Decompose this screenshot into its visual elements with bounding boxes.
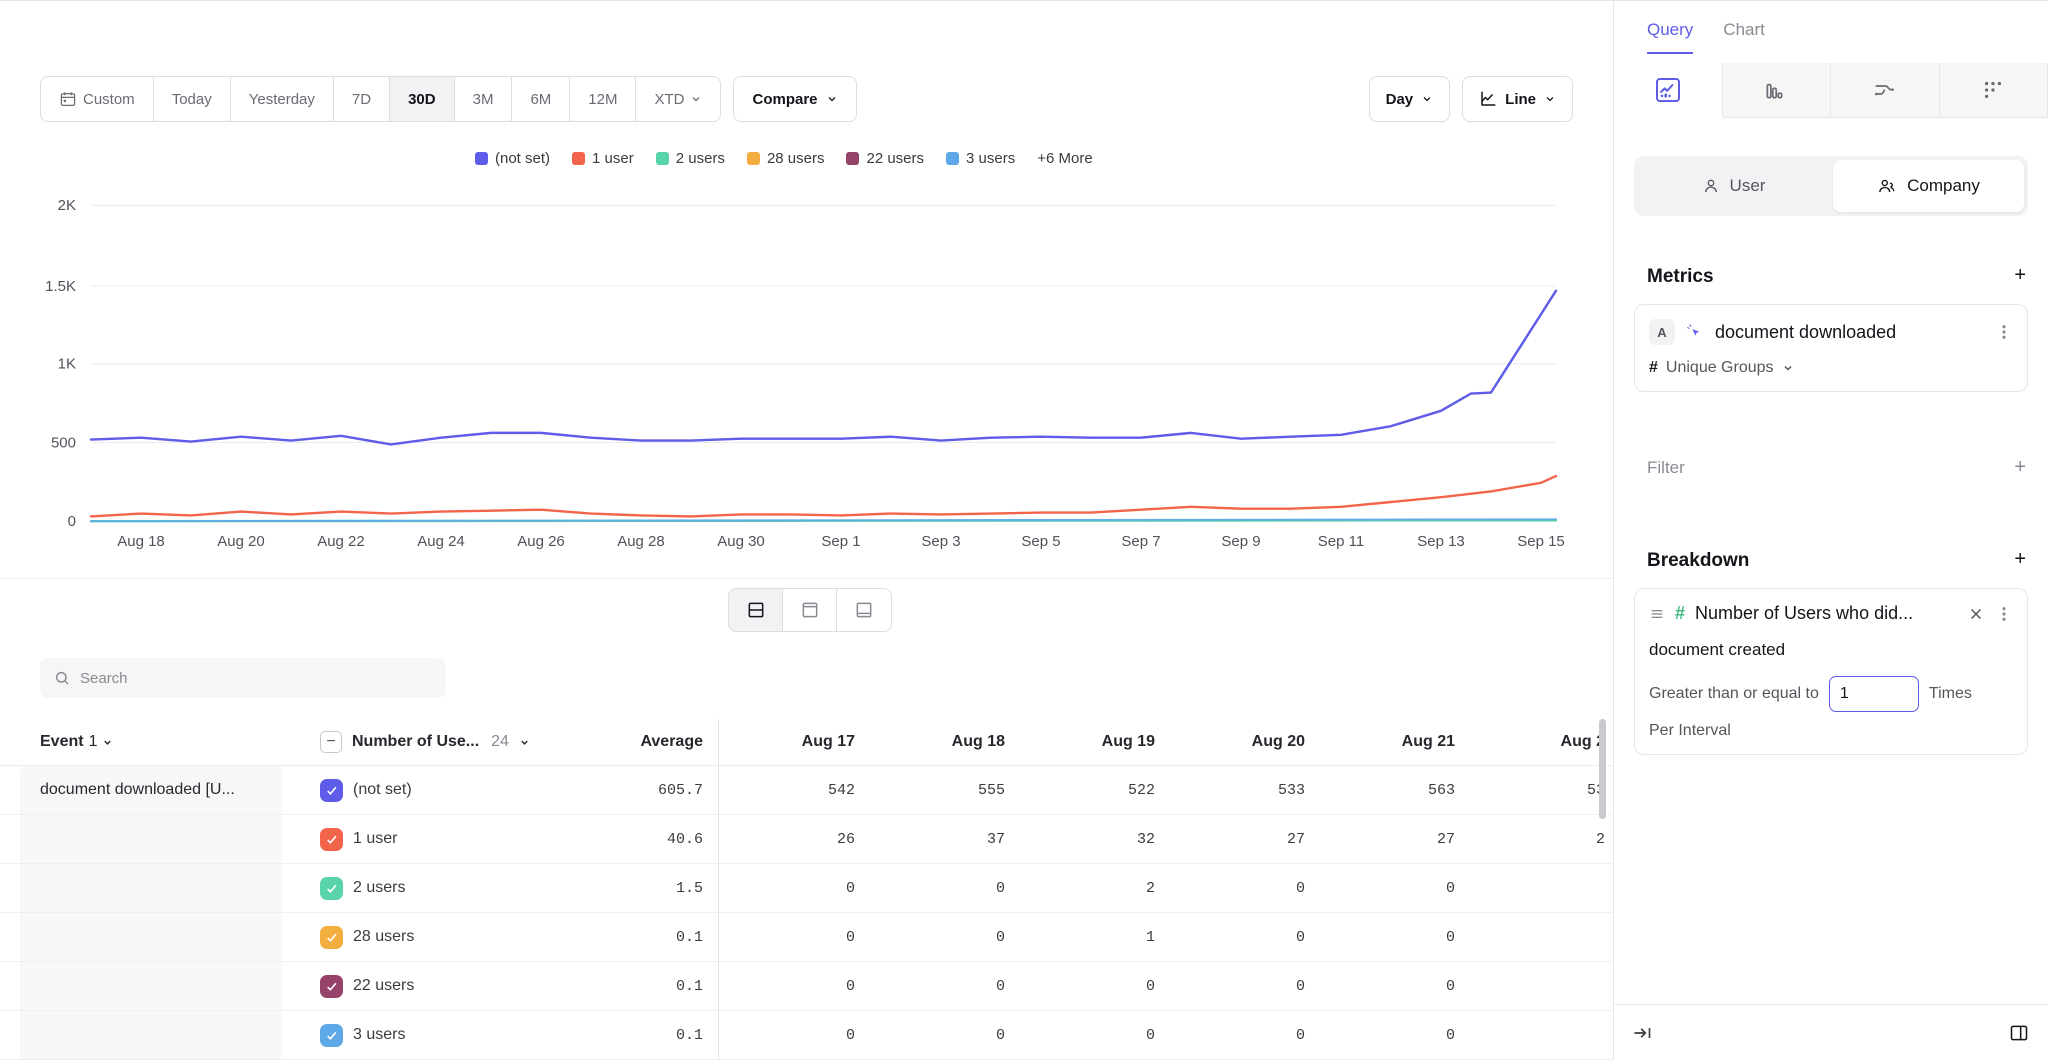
- svg-text:Aug 28: Aug 28: [617, 534, 665, 550]
- svg-text:Sep 11: Sep 11: [1318, 534, 1364, 550]
- svg-text:500: 500: [51, 436, 76, 452]
- svg-text:Sep 15: Sep 15: [1517, 534, 1565, 550]
- svg-text:Sep 3: Sep 3: [921, 534, 960, 550]
- svg-text:Aug 30: Aug 30: [717, 534, 765, 550]
- svg-text:2K: 2K: [58, 198, 77, 214]
- svg-text:Sep 5: Sep 5: [1021, 534, 1060, 550]
- svg-text:1.5K: 1.5K: [45, 279, 76, 295]
- svg-text:Sep 9: Sep 9: [1221, 534, 1260, 550]
- svg-text:Aug 26: Aug 26: [517, 534, 565, 550]
- svg-text:Aug 24: Aug 24: [417, 534, 465, 550]
- svg-text:Aug 22: Aug 22: [317, 534, 365, 550]
- svg-text:Sep 7: Sep 7: [1121, 534, 1160, 550]
- svg-text:Sep 13: Sep 13: [1417, 534, 1465, 550]
- svg-text:Aug 20: Aug 20: [217, 534, 265, 550]
- svg-text:Sep 1: Sep 1: [821, 534, 860, 550]
- svg-text:1K: 1K: [58, 357, 77, 373]
- svg-text:0: 0: [68, 514, 76, 530]
- svg-text:Aug 18: Aug 18: [117, 534, 165, 550]
